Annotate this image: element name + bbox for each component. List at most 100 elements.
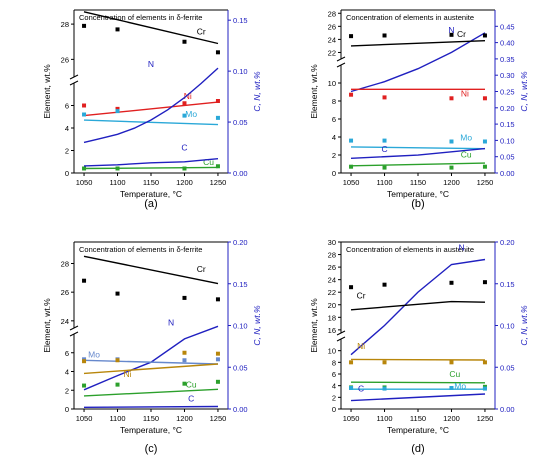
data-point-cr [82, 23, 87, 28]
y-left-tick-label: 0 [65, 405, 69, 414]
y-right-tick-label: 0.10 [500, 322, 515, 331]
y-left-tick-label: 6 [332, 115, 336, 124]
axis-break-mark [69, 74, 79, 80]
x-tick-label: 1250 [477, 414, 494, 423]
series-line-c [350, 147, 486, 159]
data-point-ni [182, 101, 187, 106]
x-tick-label: 1050 [76, 414, 93, 423]
series-label-cr: Cr [457, 29, 466, 39]
series-line-ni [83, 101, 219, 117]
y-left-tick-label: 26 [328, 22, 336, 31]
y-left-tick-label: 6 [332, 370, 336, 379]
series-line-n [83, 325, 219, 391]
data-point-ni [349, 360, 354, 365]
data-point-cu [349, 164, 354, 169]
data-point-cr [82, 278, 87, 283]
data-point-mo [182, 358, 187, 363]
data-point-cu [215, 379, 220, 384]
data-point-cu [382, 165, 387, 170]
data-point-mo [82, 112, 87, 117]
data-point-cr [449, 32, 454, 37]
data-point-ni [82, 359, 87, 364]
chart-title: Concentration of elements in austenite [346, 13, 474, 22]
data-point-cu [482, 164, 487, 169]
y-left-tick-label: 2 [65, 386, 69, 395]
x-tick-label: 1150 [410, 178, 426, 187]
chart-title: Concentration of elements in austenite [346, 245, 474, 254]
data-point-cu [215, 164, 220, 169]
chart-title: Concentration of elements in δ-ferrite [79, 245, 202, 254]
series-label-mo: Mo [185, 109, 197, 119]
y-left-tick-label: 8 [332, 97, 336, 106]
series-line-c [350, 393, 486, 402]
y-left-tick-label: 0 [65, 169, 69, 178]
y-left-tick-label: 28 [61, 260, 69, 269]
chart-panel: Concentration of elements in austenite 10… [309, 238, 529, 455]
series-label-c: C [381, 144, 387, 154]
y-axis-left-title: Element, wt.% [309, 64, 319, 119]
data-point-ni [215, 351, 220, 356]
series-label-cu: Cu [461, 150, 472, 160]
x-tick-label: 1200 [176, 178, 193, 187]
chart-title: Concentration of elements in δ-ferrite [79, 13, 202, 22]
data-point-cr [115, 291, 120, 296]
series-label-cu: Cu [449, 369, 460, 379]
series-label-n: N [168, 318, 174, 328]
series-line-mo [83, 359, 219, 365]
data-point-cu [449, 165, 454, 170]
data-point-ni [449, 360, 454, 365]
series-line-cr [350, 40, 486, 47]
data-point-cu [115, 166, 120, 171]
data-point-mo [215, 115, 220, 120]
axis-break-mark [336, 56, 346, 62]
axis-break-mark [69, 331, 79, 337]
y-left-tick-label: 4 [332, 133, 336, 142]
data-point-cr [215, 297, 220, 302]
data-point-cr [482, 280, 487, 285]
y-left-tick-label: 0 [332, 405, 336, 414]
axis-break-mark [69, 325, 79, 331]
series-label-cr: Cr [197, 27, 206, 37]
y-left-tick-label: 6 [65, 102, 69, 111]
panel-tag: (d) [411, 443, 424, 455]
y-left-tick-label: 24 [61, 317, 69, 326]
y-right-tick-label: 0.20 [233, 238, 248, 247]
series-line-cr [350, 300, 486, 311]
series-line-mo [83, 119, 219, 126]
data-point-mo [482, 139, 487, 144]
data-point-ni [115, 358, 120, 363]
series-line-n [83, 67, 219, 144]
axis-break-mark [336, 336, 346, 342]
axis-break-mark [336, 330, 346, 336]
series-label-c: C [358, 383, 364, 393]
data-point-mo [382, 386, 387, 391]
data-point-ni [482, 96, 487, 101]
data-point-mo [349, 386, 354, 390]
y-right-tick-label: 0.35 [500, 55, 515, 64]
y-right-tick-label: 0.00 [500, 405, 515, 414]
y-right-tick-label: 0.10 [233, 322, 248, 331]
data-point-cr [382, 33, 387, 38]
y-right-tick-label: 0.05 [233, 118, 248, 127]
x-tick-label: 1150 [143, 178, 159, 187]
y-left-tick-label: 2 [332, 393, 336, 402]
data-point-ni [82, 103, 87, 108]
y-right-tick-label: 0.10 [500, 136, 515, 145]
data-point-cu [182, 381, 187, 386]
y-axis-right-title: C, N, wt.% [252, 71, 262, 112]
series-label-mo: Mo [454, 381, 466, 391]
y-left-tick-label: 4 [332, 382, 336, 391]
y-right-tick-label: 0.15 [500, 120, 515, 129]
data-point-cr [182, 295, 187, 300]
y-right-tick-label: 0.20 [500, 238, 515, 247]
y-right-tick-label: 0.05 [500, 363, 515, 372]
panel-tag: (c) [145, 443, 158, 455]
y-axis-right-title: C, N, wt.% [519, 71, 529, 112]
series-label-n: N [458, 242, 464, 252]
x-tick-label: 1250 [210, 414, 227, 423]
series-label-ni: Ni [124, 369, 132, 379]
series-label-c: C [188, 393, 194, 403]
series-label-n: N [148, 59, 154, 69]
y-axis-right-title: C, N, wt.% [519, 305, 529, 346]
